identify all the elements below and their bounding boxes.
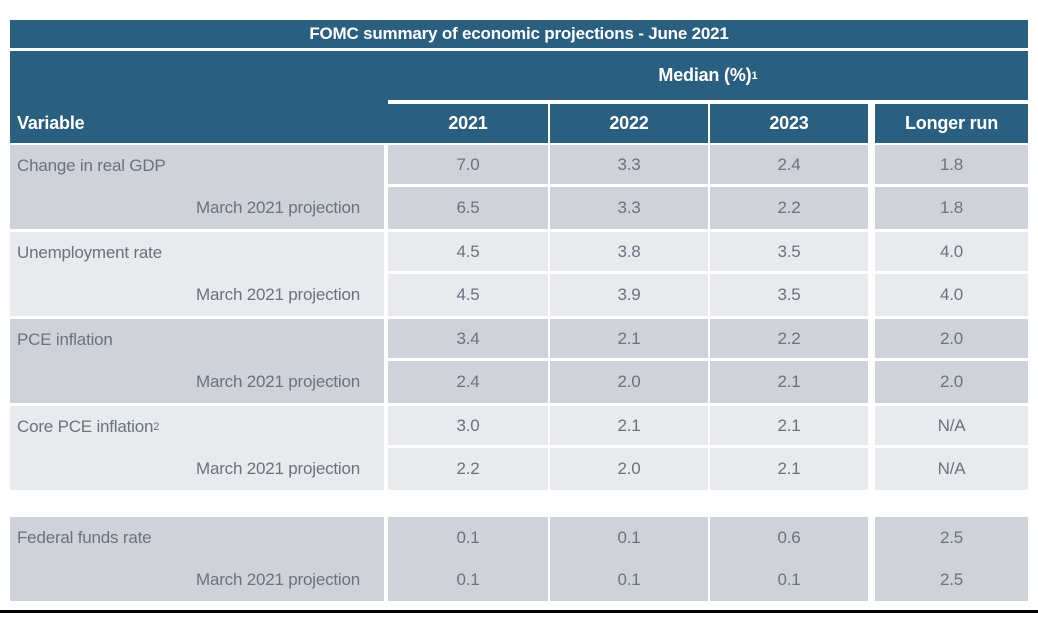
column-header-2022: 2022 (609, 113, 649, 133)
value-cell: 4.0 (875, 232, 1028, 274)
header-col-separator (548, 104, 550, 143)
value-cell: 3.5 (710, 274, 868, 316)
median-group-header: Median (%) 1 (658, 65, 758, 85)
value-cell: 2.4 (710, 145, 868, 187)
value-cell: 2.1 (550, 406, 708, 448)
row-label-projection: March 2021 projection (10, 361, 384, 403)
row-label: Change in real GDP (10, 145, 384, 187)
value-cell: 0.1 (388, 559, 548, 601)
value-cell: N/A (875, 448, 1028, 490)
value-cell: 2.2 (710, 319, 868, 361)
projections-table: FOMC summary of economic projections - J… (10, 20, 1028, 604)
table-header: Median (%) 1 Variable 2021 2022 2023 Long… (10, 51, 1028, 143)
row-label: PCE inflation (10, 319, 384, 361)
value-cell: N/A (875, 406, 1028, 448)
value-cell: 2.0 (875, 319, 1028, 361)
value-cell: 3.4 (388, 319, 548, 361)
value-cell: 0.6 (710, 517, 868, 559)
column-header-2021: 2021 (448, 113, 488, 133)
value-cell: 1.8 (875, 187, 1028, 229)
value-cell: 2.1 (550, 319, 708, 361)
row-label: Federal funds rate (10, 517, 384, 559)
value-cell: 2.1 (710, 448, 868, 490)
row-label: Core PCE inflation 2 (10, 406, 384, 448)
value-cell: 7.0 (388, 145, 548, 187)
median-footnote-marker: 1 (751, 69, 758, 82)
value-cell: 0.1 (710, 559, 868, 601)
value-cell: 2.2 (710, 187, 868, 229)
footnote-marker: 2 (153, 421, 160, 433)
value-cell: 0.1 (550, 559, 708, 601)
value-cell: 4.0 (875, 274, 1028, 316)
median-underline (388, 100, 1028, 104)
table-title-text: FOMC summary of economic projections - J… (309, 24, 729, 43)
value-cell: 0.1 (388, 517, 548, 559)
header-col-separator (868, 104, 875, 143)
value-cell: 3.5 (710, 232, 868, 274)
column-header-2023: 2023 (769, 113, 809, 133)
value-cell: 3.3 (550, 187, 708, 229)
row-label-projection: March 2021 projection (10, 187, 384, 229)
value-cell: 2.5 (875, 517, 1028, 559)
row-group-real-gdp: Change in real GDP 7.0 3.3 2.4 1.8 March… (10, 145, 1028, 229)
value-cell: 0.1 (550, 517, 708, 559)
value-cell: 2.0 (875, 361, 1028, 403)
column-header-longer-run: Longer run (905, 113, 998, 133)
row-group-unemployment: Unemployment rate 4.5 3.8 3.5 4.0 March … (10, 232, 1028, 316)
value-cell: 2.2 (388, 448, 548, 490)
value-cell: 1.8 (875, 145, 1028, 187)
row-label-projection: March 2021 projection (10, 274, 384, 316)
row-group-pce-inflation: PCE inflation 3.4 2.1 2.2 2.0 March 2021… (10, 319, 1028, 403)
value-cell: 4.5 (388, 274, 548, 316)
value-cell: 2.0 (550, 448, 708, 490)
value-cell: 2.5 (875, 559, 1028, 601)
value-cell: 2.1 (710, 361, 868, 403)
row-label-projection: March 2021 projection (10, 559, 384, 601)
column-header-variable: Variable (17, 113, 85, 133)
spacer-row (10, 493, 1028, 517)
value-cell: 3.9 (550, 274, 708, 316)
value-cell: 2.1 (710, 406, 868, 448)
row-group-core-pce-inflation: Core PCE inflation 2 3.0 2.1 2.1 N/A Marc… (10, 406, 1028, 490)
value-cell: 2.0 (550, 361, 708, 403)
bottom-rule (0, 610, 1038, 613)
row-label: Unemployment rate (10, 232, 384, 274)
value-cell: 4.5 (388, 232, 548, 274)
header-col-separator (708, 104, 710, 143)
table-title: FOMC summary of economic projections - J… (10, 20, 1028, 48)
value-cell: 6.5 (388, 187, 548, 229)
row-group-federal-funds-rate: Federal funds rate 0.1 0.1 0.6 2.5 March… (10, 517, 1028, 601)
row-label-projection: March 2021 projection (10, 448, 384, 490)
value-cell: 3.0 (388, 406, 548, 448)
value-cell: 2.4 (388, 361, 548, 403)
value-cell: 3.3 (550, 145, 708, 187)
value-cell: 3.8 (550, 232, 708, 274)
